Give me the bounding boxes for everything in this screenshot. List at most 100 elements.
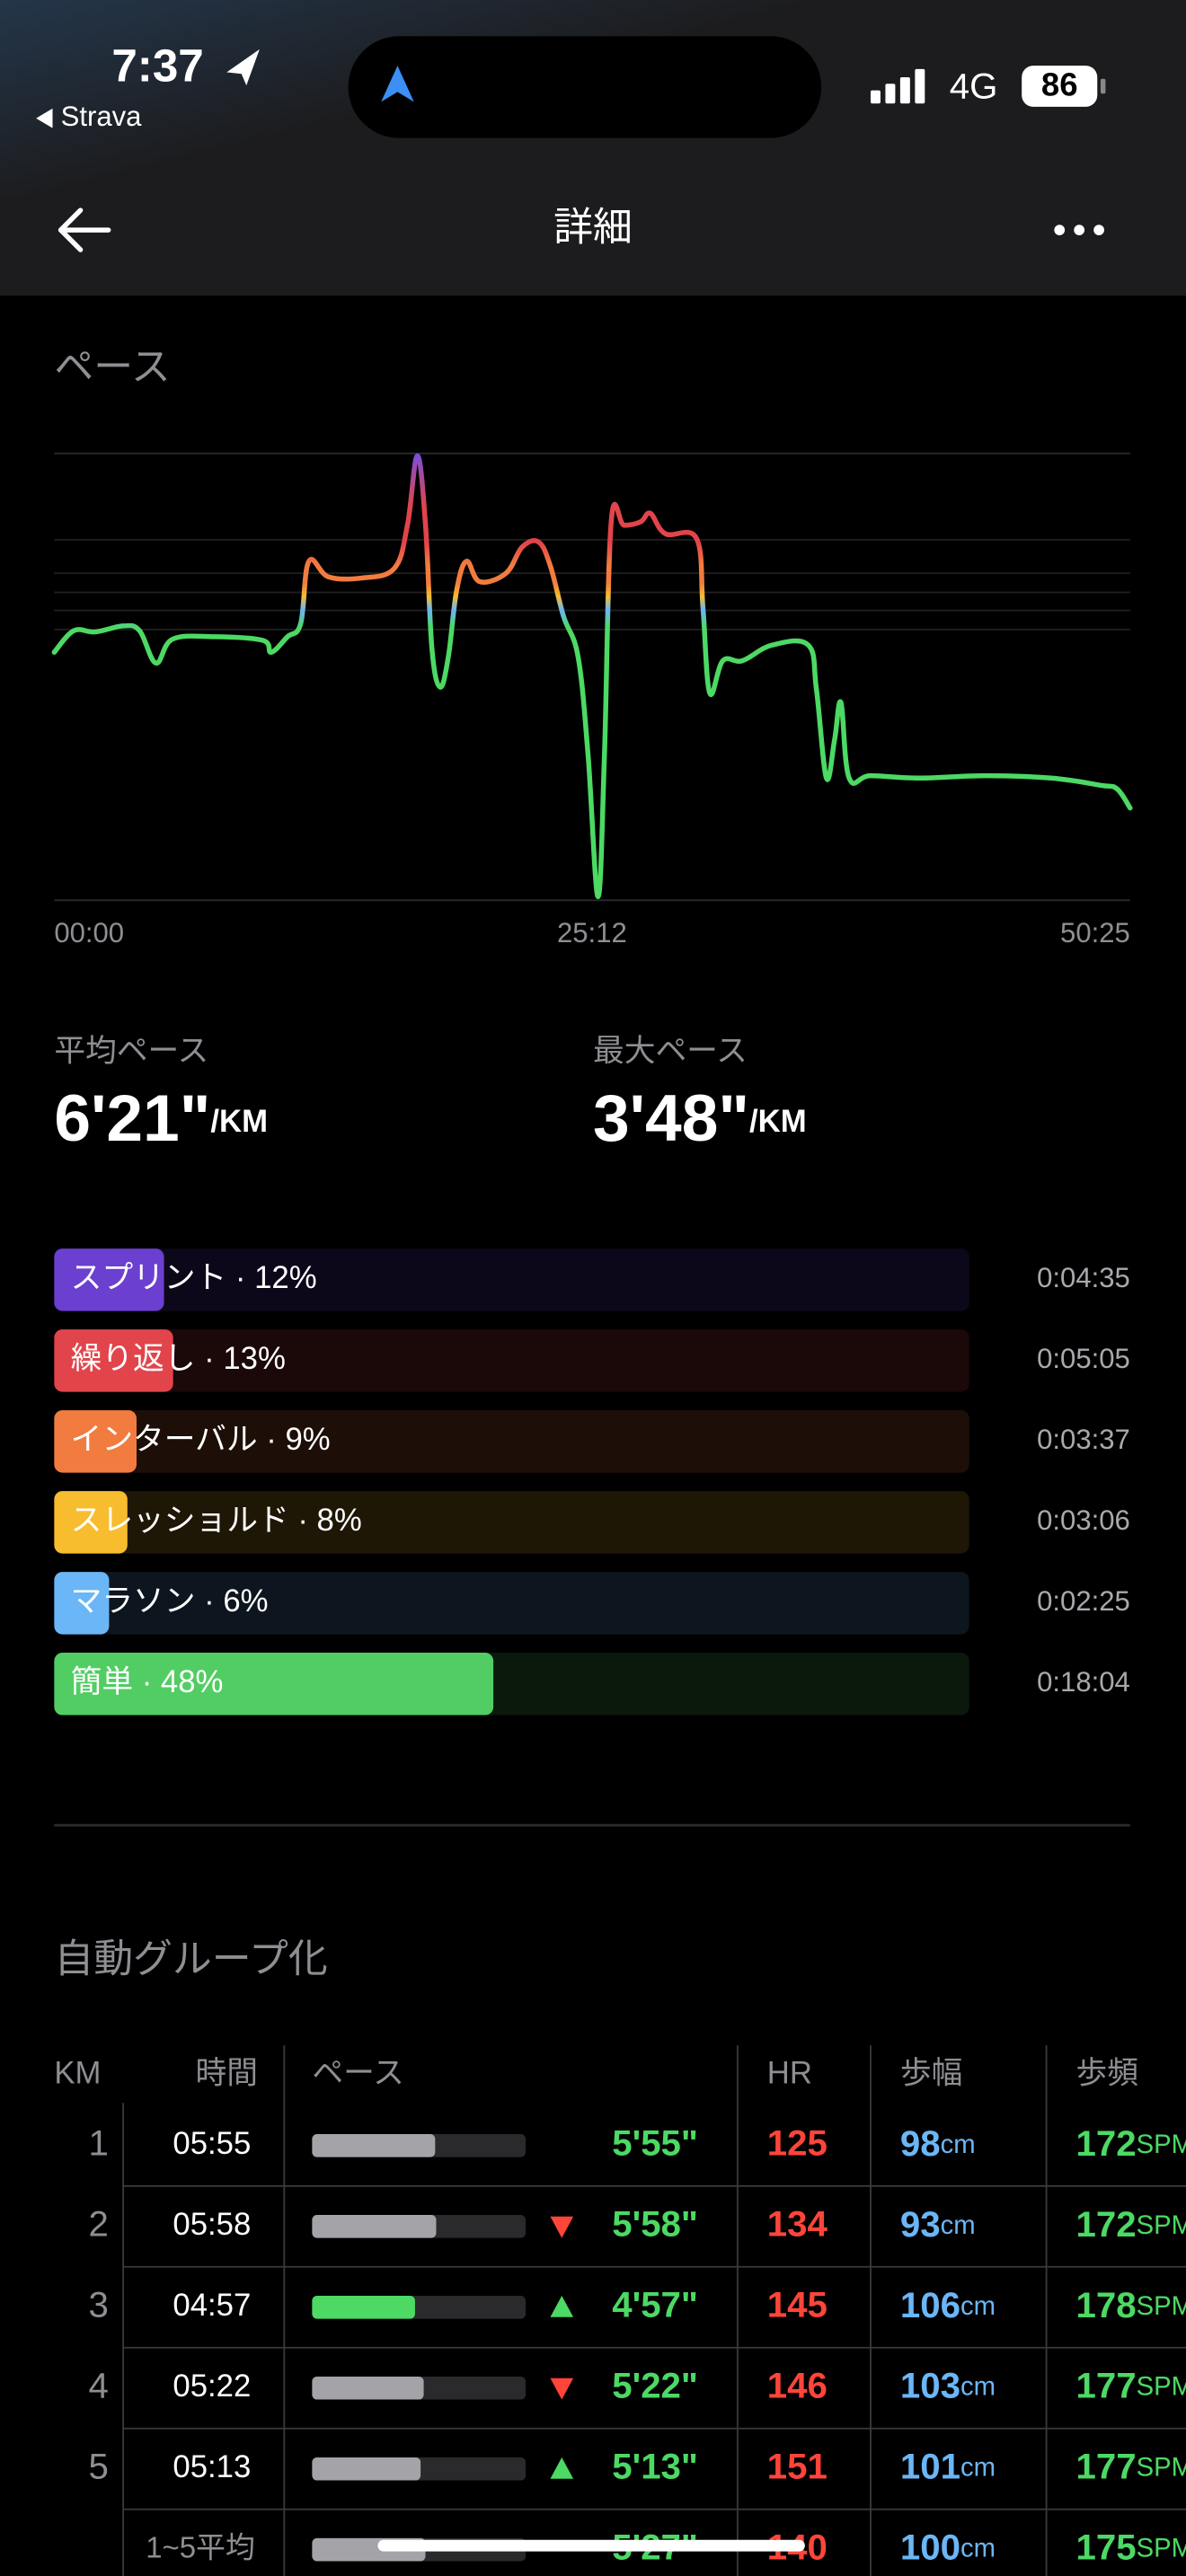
stride-unit: cm [960, 2372, 996, 2401]
zone-label: 簡単 · 48% [71, 1664, 224, 1699]
cadence: 177SPM [1076, 2446, 1186, 2486]
cadence: 172SPM [1076, 2203, 1186, 2244]
cadence-unit: SPM [1137, 2534, 1186, 2563]
cadence-unit: SPM [1137, 2130, 1186, 2159]
stat-number: 3'48" [593, 1082, 749, 1155]
zone-label: スレッショルド · 8% [71, 1504, 362, 1538]
stat-unit: /KM [749, 1105, 807, 1139]
back-app-icon[interactable] [36, 108, 53, 128]
home-indicator [377, 2539, 805, 2552]
battery [1022, 66, 1098, 107]
battery-tip [1100, 78, 1106, 94]
zone-bar [54, 1410, 137, 1473]
stride-value: 100 [900, 2527, 960, 2567]
column-header: KM [54, 2056, 101, 2090]
stride-value: 93 [900, 2203, 941, 2244]
pace-chart: 00:00 25:12 50:25 [51, 452, 1133, 948]
zone-time: 0:04:35 [1037, 1262, 1130, 1293]
split-time: 05:58 [173, 2208, 251, 2242]
zone-label: 繰り返し · 13% [71, 1341, 286, 1376]
cadence-unit: SPM [1137, 2211, 1186, 2240]
cadence-value: 172 [1076, 2122, 1137, 2163]
pace-value: 4'57" [612, 2284, 698, 2325]
average-label: 1~5平均 [146, 2530, 255, 2563]
stride-unit: cm [960, 2291, 996, 2320]
pace-line [51, 453, 1133, 900]
stride-unit: cm [960, 2453, 996, 2482]
trend-down [550, 2378, 574, 2400]
zone-label: スプリント · 12% [71, 1261, 317, 1295]
location-icon [226, 49, 260, 86]
battery-level: 86 [1041, 66, 1078, 103]
cadence: 172SPM [1076, 2122, 1186, 2163]
zone-bar [54, 1491, 128, 1554]
hr-value: 151 [767, 2446, 828, 2486]
zone-track [54, 1248, 969, 1311]
zone-label: インターバル · 9% [71, 1423, 331, 1457]
zone-bars: スプリント · 12% 0:04:35 繰り返し · 13% 0:05:05 インターバ… [54, 1248, 1130, 1716]
pace-bar [312, 2214, 437, 2238]
zone-bar [54, 1329, 173, 1392]
x-tick-label: 00:00 [54, 917, 124, 948]
cadence-unit: SPM [1137, 2453, 1186, 2482]
column-header: ペース [312, 2056, 403, 2090]
column-header: 歩頻 [1076, 2055, 1138, 2090]
split-time: 05:55 [173, 2127, 251, 2161]
zone-label: マラソン · 6% [71, 1584, 269, 1619]
page-title: 詳細 [553, 206, 633, 250]
cadence-unit: SPM [1137, 2291, 1186, 2320]
stride-unit: cm [941, 2130, 976, 2159]
stride-value: 103 [900, 2365, 960, 2405]
signal-icon [870, 68, 925, 104]
trend-up [550, 2295, 574, 2317]
pace-bar [312, 2457, 421, 2481]
stat-value: 6'21"/KM [54, 1082, 268, 1155]
pace-value: 5'13" [612, 2446, 698, 2486]
stride: 106cm [900, 2284, 996, 2325]
column-header: 時間 [196, 2056, 258, 2090]
km: 4 [89, 2365, 109, 2405]
stride-unit: cm [941, 2211, 976, 2240]
km: 5 [89, 2446, 109, 2486]
cadence-value: 177 [1076, 2446, 1137, 2486]
cadence-unit: SPM [1137, 2372, 1186, 2401]
zone-track [54, 1491, 969, 1554]
section-title: 自動グループ化 [54, 1937, 327, 1981]
pace-value: 5'58" [612, 2203, 698, 2244]
zone-bar [54, 1248, 164, 1311]
stride-unit: cm [960, 2534, 996, 2563]
zone-time: 0:18:04 [1037, 1666, 1130, 1698]
zone-bar [54, 1572, 110, 1635]
pace-bar [312, 2376, 424, 2400]
cadence-value: 175 [1076, 2527, 1137, 2567]
zone-time: 0:03:06 [1037, 1504, 1130, 1536]
dynamic-island [348, 36, 822, 138]
zone-track [54, 1329, 969, 1392]
stat-unit: /KM [210, 1105, 268, 1139]
stride: 103cm [900, 2365, 996, 2405]
split-time: 05:22 [173, 2369, 251, 2404]
cadence: 178SPM [1076, 2284, 1186, 2325]
x-tick-label: 50:25 [1060, 917, 1130, 948]
zone-time: 0:03:37 [1037, 1424, 1130, 1455]
stride-value: 106 [900, 2284, 960, 2325]
zone-time: 0:05:05 [1037, 1343, 1130, 1374]
stat-label: 平均ペース [54, 1034, 208, 1069]
cadence-value: 172 [1076, 2203, 1137, 2244]
stride: 98cm [900, 2122, 976, 2163]
zone-track [54, 1410, 969, 1473]
back-app[interactable]: Strava [61, 101, 143, 132]
trend-down [550, 2216, 574, 2238]
stride: 100cm [900, 2527, 996, 2567]
more-button[interactable] [1054, 225, 1104, 235]
network: 4G [950, 66, 998, 106]
hr-value: 125 [767, 2122, 828, 2163]
zone-time: 0:02:25 [1037, 1585, 1130, 1617]
splits-table: KM時間ペースHR歩幅歩頻105:555'55"12598cm172SPM205… [54, 2045, 1186, 2576]
trend-up [550, 2457, 574, 2479]
back-button[interactable] [58, 207, 111, 252]
